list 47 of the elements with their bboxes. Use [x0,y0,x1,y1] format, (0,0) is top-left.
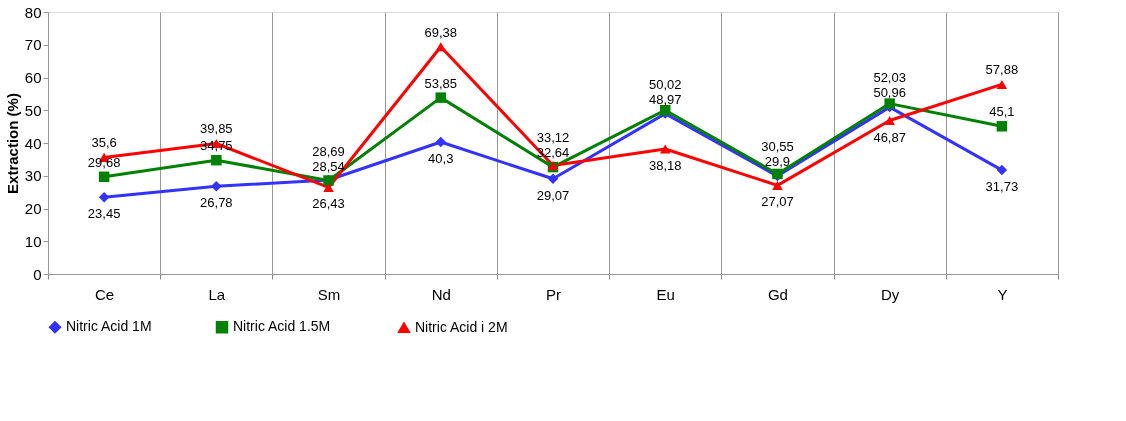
data-label: 50,02 [648,76,682,92]
data-label: 69,38 [424,24,458,40]
data-label: 29,07 [536,187,570,203]
data-label: 31,73 [985,179,1019,195]
y-tick-label: 40 [24,134,42,152]
data-label: 48,97 [648,91,682,107]
data-label: 28,69 [312,143,345,159]
x-tick-label: Sm [317,285,341,303]
x-tick-label: La [208,285,226,303]
data-label: 30,55 [761,139,794,155]
y-tick-label: 60 [24,69,42,86]
data-label: 28,54 [312,158,345,174]
data-label: 39,85 [200,121,233,137]
y-tick-label: 30 [24,167,42,185]
data-label: 29,68 [87,154,121,170]
data-label: 38,18 [648,157,682,173]
x-tick-label: Nd [431,285,451,303]
data-label: 57,88 [985,62,1019,78]
y-tick-label: 10 [24,232,42,250]
data-label: 26,43 [312,196,345,212]
y-axis-title: Extraction (%) [3,93,21,194]
data-label: 26,78 [200,195,233,211]
data-label: 33,12 [536,130,570,146]
data-label: 40,3 [428,151,454,167]
legend-label: Nitric Acid 1M [66,318,152,335]
legend-label: Nitric Acid i 2M [415,318,508,335]
y-tick-label: 0 [33,265,42,283]
y-tick-label: 80 [24,3,42,21]
data-label: 23,45 [87,206,121,222]
data-label: 53,85 [424,75,458,91]
y-tick-label: 20 [24,200,42,217]
x-tick-label: Y [997,285,1008,303]
data-label: 50,96 [873,85,906,101]
x-tick-label: Dy [880,285,900,303]
x-tick-label: Ce [95,285,115,303]
data-label: 52,03 [873,70,906,86]
data-label: 45,1 [989,104,1015,120]
data-label: 35,6 [91,135,117,151]
legend-label: Nitric Acid 1.5M [233,318,331,335]
x-tick-label: Eu [656,285,675,303]
x-tick-label: Gd [767,285,788,303]
data-label: 46,87 [873,129,906,145]
data-label: 29,9 [764,154,791,170]
y-tick-label: 50 [24,101,42,119]
data-label: 27,07 [761,194,794,210]
x-tick-label: Pr [546,285,561,303]
y-tick-label: 70 [24,36,42,54]
